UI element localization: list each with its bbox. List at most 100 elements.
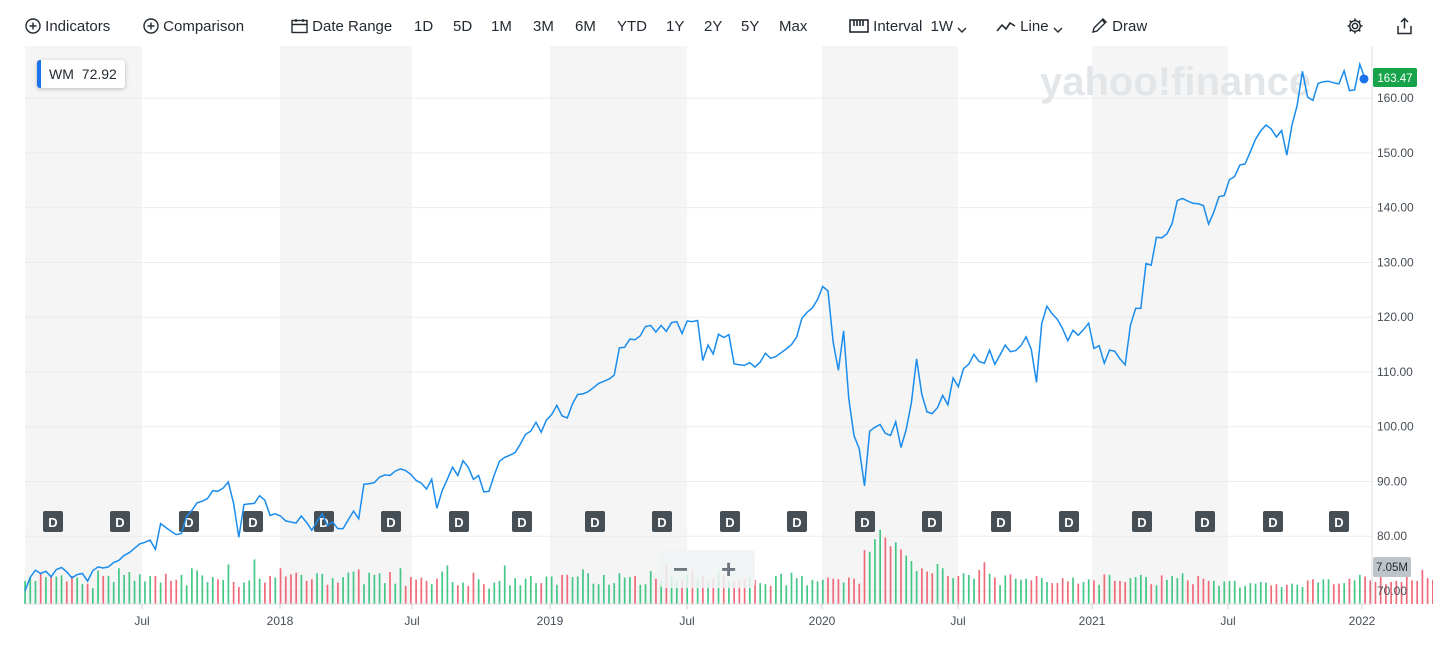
volume-bar (566, 574, 569, 604)
range-6m-button[interactable]: 6M (575, 18, 596, 35)
volume-bar (425, 580, 428, 604)
volume-bar (399, 568, 402, 604)
dividend-marker-label: D (996, 515, 1005, 530)
volume-bar (545, 576, 548, 604)
range-1d-button[interactable]: 1D (414, 18, 434, 35)
volume-bar (1296, 584, 1299, 604)
volume-bar (97, 570, 99, 604)
indicators-button[interactable]: Indicators (25, 17, 110, 37)
volume-bar (1385, 584, 1387, 604)
volume-bar (326, 584, 329, 604)
dividend-marker-box (720, 511, 740, 532)
volume-bar (884, 537, 887, 604)
dividend-marker: D (243, 511, 263, 532)
volume-bar (1411, 580, 1413, 604)
range-1m-button[interactable]: 1M (491, 18, 512, 35)
volume-bar (29, 577, 32, 604)
volume-bar (988, 573, 991, 604)
range-max-button[interactable]: Max (779, 18, 808, 35)
volume-bar (310, 579, 313, 604)
volume-bar (1025, 578, 1027, 604)
volume-bar (1338, 583, 1340, 604)
date-range-button[interactable]: Date Range (291, 17, 392, 37)
volume-bar (1239, 587, 1241, 604)
volume-bar (415, 579, 417, 604)
chart-area[interactable]: yahoo!finance D D D D D D D D D D D D D D D D D D D D 70.00… (0, 46, 1433, 664)
range-ytd-button[interactable]: YTD (617, 18, 647, 35)
volume-bar (1087, 579, 1090, 604)
interval-label: Interval (873, 18, 923, 35)
interval-dropdown[interactable]: Interval 1W (849, 17, 967, 37)
range-3m-button[interactable]: 3M (533, 18, 554, 35)
dividend-marker-label: D (454, 515, 463, 530)
volume-bar (592, 583, 595, 604)
volume-bar (634, 575, 636, 604)
y-tick-label: 140.00 (1377, 201, 1414, 215)
range-2y-button[interactable]: 2Y (704, 18, 723, 35)
volume-bar (347, 572, 350, 604)
volume-bar (180, 574, 183, 604)
dividend-marker-label: D (115, 515, 124, 530)
volume-bar (931, 573, 934, 604)
volume-bar (227, 564, 230, 604)
share-button[interactable] (1396, 17, 1413, 38)
zoom-in-button[interactable]: + (721, 554, 737, 584)
volume-bar (1202, 578, 1205, 604)
volume-bar (874, 539, 876, 604)
volume-bar (217, 579, 219, 604)
volume-bar (801, 575, 803, 604)
volume-bar (748, 576, 751, 604)
volume-bar (1317, 582, 1319, 604)
volume-bar (790, 572, 793, 604)
volume-badge: 7.05M (1373, 557, 1411, 577)
y-tick-label: 160.00 (1377, 91, 1414, 105)
range-5y-button[interactable]: 5Y (741, 18, 760, 35)
plus-circle-icon (143, 18, 159, 34)
volume-bar (623, 577, 626, 604)
dividend-marker-box (449, 511, 469, 532)
x-tick-label: 2021 (1079, 614, 1106, 628)
volume-bar (1364, 576, 1366, 604)
dividend-marker-box (1059, 511, 1079, 532)
dividend-marker-box (110, 511, 130, 532)
x-tick-label: 2022 (1349, 614, 1376, 628)
volume-bar (211, 577, 214, 604)
dividend-marker-label: D (725, 515, 734, 530)
candle-bars-icon (849, 19, 869, 33)
x-tick-label: Jul (404, 614, 419, 628)
volume-bar (524, 578, 527, 604)
dividend-marker-label: D (1064, 515, 1073, 530)
volume-bar (274, 577, 277, 604)
volume-bar (868, 551, 871, 604)
range-1y-button[interactable]: 1Y (666, 18, 685, 35)
volume-bar (1160, 575, 1163, 604)
volume-bar (1322, 579, 1325, 604)
y-tick-label: 70.00 (1377, 584, 1407, 598)
volume-bar (936, 563, 939, 604)
volume-bar (921, 568, 923, 604)
dividend-marker: D (43, 511, 63, 532)
dividend-marker-box (314, 511, 334, 532)
dividend-marker-label: D (1200, 515, 1209, 530)
volume-bar (1020, 579, 1022, 604)
dividend-marker-box (652, 511, 672, 532)
volume-bar (1061, 578, 1064, 604)
settings-button[interactable] (1346, 17, 1364, 38)
draw-label: Draw (1112, 18, 1148, 35)
series-legend-badge[interactable]: WM 72.92 (37, 60, 125, 88)
dividend-marker-label: D (927, 515, 936, 530)
volume-bar (550, 576, 553, 604)
zoom-out-button[interactable]: − (673, 554, 689, 584)
volume-bar (1312, 579, 1314, 604)
volume-bar (738, 579, 741, 604)
range-5d-button[interactable]: 5D (453, 18, 473, 35)
dividend-marker: D (1263, 511, 1283, 532)
comparison-button[interactable]: Comparison (143, 17, 244, 37)
volume-bar (769, 585, 772, 604)
volume-bar (39, 573, 42, 604)
chart-type-dropdown[interactable]: Line (996, 17, 1063, 37)
volume-bar (477, 579, 480, 604)
volume-bar (1155, 585, 1158, 604)
volume-bar (529, 575, 532, 604)
draw-button[interactable]: Draw (1091, 17, 1147, 37)
